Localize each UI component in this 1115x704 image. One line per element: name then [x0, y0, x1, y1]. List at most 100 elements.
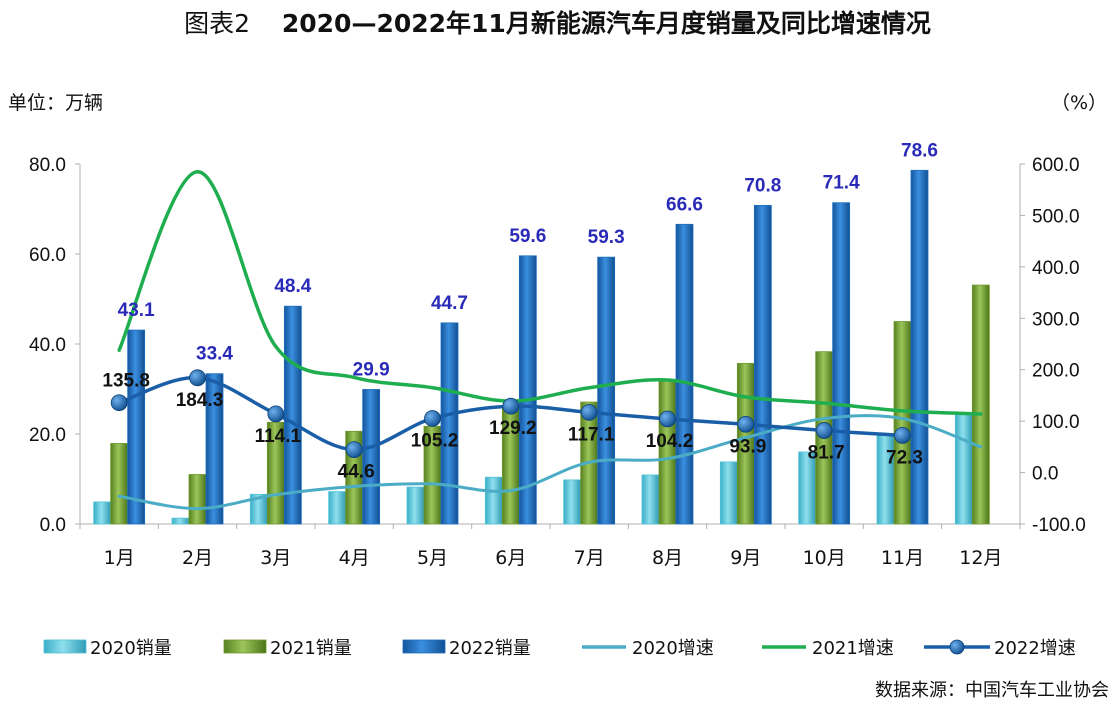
line-2021增速: [117, 169, 983, 416]
right-tick-label: 500.0: [1032, 206, 1080, 227]
label-2022-sales: 44.7: [431, 293, 468, 314]
right-tick-label: 100.0: [1032, 412, 1080, 433]
legend-label: 2021销量: [270, 638, 352, 659]
left-tick-label: 20.0: [29, 425, 66, 446]
bar-2022销量: [362, 389, 381, 525]
bar-2021销量: [971, 284, 990, 525]
label-2022-sales: 66.6: [666, 194, 703, 215]
right-axis-unit: （%）: [1051, 92, 1108, 114]
label-2022-growth: 114.1: [255, 426, 302, 447]
legend-swatch: [223, 639, 267, 654]
label-2022-sales: 43.1: [118, 300, 155, 321]
label-2022-growth: 44.6: [338, 462, 375, 483]
label-2022-sales: 78.6: [901, 140, 938, 161]
legend-swatch: [402, 639, 446, 654]
x-tick-label: 8月: [652, 547, 683, 569]
x-tick-label: 3月: [260, 547, 291, 569]
bar-series: [93, 169, 990, 525]
bar-2022销量: [675, 223, 694, 525]
legend-marker: [949, 639, 965, 655]
x-tick-label: 12月: [959, 547, 1002, 569]
legend-label: 2020销量: [90, 638, 172, 659]
x-tick-label: 7月: [574, 547, 605, 569]
line-2022增速: [117, 376, 905, 452]
source-note: 数据来源：中国汽车工业协会: [875, 680, 1109, 701]
label-2022-sales: 71.4: [823, 173, 860, 194]
bar-2020销量: [954, 411, 973, 525]
right-tick-label: 200.0: [1032, 361, 1080, 382]
x-tick-label: 5月: [417, 547, 448, 569]
label-2022-sales: 33.4: [196, 344, 233, 365]
bar-2022销量: [753, 204, 772, 525]
legend-label: 2022增速: [994, 638, 1076, 659]
marker-2022增速: [267, 405, 285, 423]
legend: 2020销量 2021销量 2022销量 2020增速 2021增速 2022增速: [43, 638, 1076, 659]
marker-2022增速: [737, 415, 755, 433]
bar-2022销量: [518, 255, 537, 525]
left-tick-label: 60.0: [29, 245, 66, 266]
left-tick-label: 80.0: [29, 155, 66, 176]
marker-2022增速: [815, 422, 833, 439]
x-tick-label: 11月: [881, 547, 924, 569]
bar-2022销量: [440, 322, 459, 525]
chart-title: 图表2 2020—2022年11月新能源汽车月度销量及同比增速情况: [0, 4, 1115, 40]
bar-2021销量: [110, 443, 129, 525]
right-tick-label: 600.0: [1032, 155, 1080, 176]
label-2022-sales: 48.4: [274, 276, 311, 297]
legend-label: 2022销量: [449, 638, 531, 659]
label-2022-growth: 184.3: [176, 390, 224, 411]
bar-2022销量: [910, 169, 929, 525]
right-tick-label: 400.0: [1032, 258, 1080, 279]
label-2022-growth: 104.2: [646, 431, 694, 452]
bar-2020销量: [563, 479, 582, 525]
figure-label: 图表2: [184, 9, 251, 38]
axes: 0.0 20.0 40.0 60.0 80.0 -100.0 0.0 100.0 200.0 30…: [29, 155, 1086, 569]
bar-2021销量: [188, 474, 207, 525]
label-2022-sales: 59.3: [588, 227, 625, 248]
marker-2022增速: [345, 441, 363, 459]
label-2022-growth: 135.8: [102, 371, 150, 392]
label-2022-growth: 81.7: [808, 443, 845, 464]
label-2022-sales: 59.6: [509, 226, 546, 247]
left-axis-unit: 单位：万辆: [8, 92, 104, 114]
bar-2022销量: [127, 329, 146, 525]
title-text: 2020—2022年11月新能源汽车月度销量及同比增速情况: [281, 9, 931, 38]
right-tick-label: 300.0: [1032, 309, 1080, 330]
x-tick-label: 2月: [182, 547, 213, 569]
right-tick-label: -100.0: [1032, 515, 1086, 536]
bar-2022销量: [597, 256, 616, 525]
x-tick-label: 10月: [803, 547, 846, 569]
line-series: [110, 169, 983, 511]
marker-2022增速: [424, 410, 441, 427]
legend-swatch: [43, 639, 87, 654]
marker-2022增速: [502, 397, 520, 415]
x-tick-label: 4月: [339, 547, 370, 569]
legend-label: 2020增速: [632, 638, 714, 659]
label-2022-growth: 72.3: [886, 447, 923, 468]
marker-2022增速: [580, 403, 598, 421]
bar-2020销量: [93, 501, 112, 525]
bar-2022销量: [205, 373, 224, 525]
bar-2020销量: [406, 486, 425, 525]
bar-2022销量: [832, 202, 851, 525]
bar-2020销量: [719, 461, 738, 525]
marker-2022增速: [894, 426, 911, 444]
x-tick-label: 6月: [495, 547, 526, 569]
label-2022-growth: 117.1: [568, 424, 615, 445]
left-tick-label: 0.0: [40, 515, 66, 536]
label-2022-sales: 70.8: [744, 175, 781, 196]
label-2022-growth: 105.2: [411, 430, 459, 451]
data-labels: 43.1 33.4 48.4 29.9 44.7 59.6 59.3 66.6 70.8 71.4…: [102, 140, 938, 482]
label-2022-growth: 129.2: [489, 418, 537, 439]
bar-2020销量: [484, 476, 503, 525]
bar-2020销量: [641, 474, 660, 525]
bar-2021销量: [893, 321, 912, 525]
label-2022-sales: 29.9: [353, 359, 390, 380]
x-tick-label: 9月: [730, 547, 761, 569]
left-tick-label: 40.0: [29, 335, 66, 356]
bar-2020销量: [328, 491, 347, 525]
marker-2022增速: [110, 394, 128, 412]
right-tick-label: 0.0: [1032, 464, 1058, 485]
bar-2020销量: [171, 517, 190, 525]
